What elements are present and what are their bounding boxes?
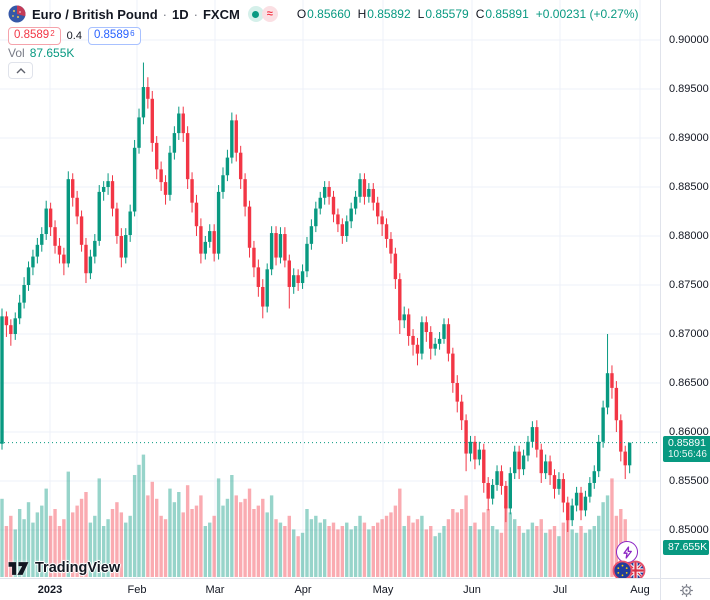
candlestick-chart (0, 0, 660, 578)
price-axis-label: 0.89000 (669, 132, 709, 144)
volume-indicator: Vol 87.655K (8, 46, 74, 60)
ask-price-button[interactable]: 0.8589 6 (87, 27, 141, 45)
time-axis-label: Aug (630, 584, 650, 596)
bid-ask-row: 0.8589 2 0.4 0.8589 6 (8, 27, 141, 45)
low-label: L (417, 7, 425, 21)
separator: · (193, 6, 198, 22)
bar-countdown: 10:56:46 (668, 448, 707, 460)
bid-price-sup: 2 (50, 29, 55, 38)
tradingview-logo-text: TradingView (35, 560, 121, 576)
chart-pane[interactable]: Euro / British Pound · 1D · FXCM ≈ O 0.85… (0, 0, 660, 578)
tradingview-logo[interactable]: TradingView (8, 560, 120, 576)
ask-price: 0.8589 (93, 29, 130, 41)
change-value: +0.00231 (+0.27%) (535, 7, 639, 21)
price-axis-label: 0.86000 (669, 426, 709, 438)
close-label: C (475, 7, 485, 21)
spread-value: 0.4 (66, 30, 82, 42)
market-status-pill[interactable]: ≈ (247, 6, 278, 22)
collapse-legend-button[interactable] (8, 62, 33, 79)
bid-price: 0.8589 (14, 29, 50, 41)
chevron-up-icon (16, 67, 25, 73)
time-axis-label: Mar (205, 584, 225, 596)
open-label: O (296, 7, 307, 21)
axis-settings-corner (660, 578, 710, 600)
symbol-title[interactable]: Euro / British Pound (32, 6, 158, 22)
bid-price-button[interactable]: 0.8589 2 (8, 27, 61, 45)
time-axis-label: Feb (127, 584, 147, 596)
price-axis-label: 0.88000 (669, 230, 709, 242)
time-axis-label: May (372, 584, 394, 596)
price-axis-label: 0.87000 (669, 328, 709, 340)
chart-legend: Euro / British Pound · 1D · FXCM ≈ O 0.85… (8, 5, 639, 79)
price-axis-label: 0.88500 (669, 181, 709, 193)
tradingview-logo-icon (8, 561, 29, 575)
price-axis-label: 0.90000 (669, 34, 709, 46)
separator: · (162, 6, 168, 22)
volume-value: 87.655K (29, 46, 75, 60)
time-axis-label: Apr (294, 584, 312, 596)
price-axis-label: 0.85500 (669, 475, 709, 487)
price-axis-label: 0.89500 (669, 83, 709, 95)
time-axis-label: Jul (552, 584, 568, 596)
symbol-header: Euro / British Pound · 1D · FXCM ≈ O 0.85… (8, 5, 639, 23)
time-axis-label: 2023 (37, 584, 63, 596)
lightning-bolt-icon (622, 545, 632, 559)
high-value: 0.85892 (367, 7, 411, 21)
eur-flag-icon (612, 560, 633, 578)
price-axis-label: 0.85000 (669, 524, 709, 536)
timeframe-label[interactable]: 1D (172, 6, 189, 22)
ohlc-readout: O 0.85660 H 0.85892 L 0.85579 C 0.85891 +0.0… (290, 7, 639, 21)
close-value: 0.85891 (485, 7, 529, 21)
symbol-flags-button[interactable] (612, 560, 646, 578)
settings-gear-icon[interactable] (679, 583, 694, 598)
ask-price-sup: 6 (130, 29, 135, 38)
market-open-dot-icon (247, 6, 264, 22)
time-axis-label: Jun (463, 584, 481, 596)
open-value: 0.85660 (307, 7, 351, 21)
price-axis[interactable]: 0.85891 10:56:46 87.655K 0.90000 0.89500 0… (660, 0, 710, 578)
volume-label: Vol (8, 46, 25, 60)
high-label: H (357, 7, 367, 21)
time-axis[interactable]: 2023 Feb Mar Apr May Jun Jul Aug (0, 578, 660, 600)
symbol-logo-icon (8, 5, 26, 23)
market-session-icon: ≈ (261, 6, 278, 22)
price-axis-label: 0.86500 (669, 377, 709, 389)
candles (0, 62, 632, 532)
exchange-label[interactable]: FXCM (202, 6, 240, 22)
price-axis-label: 0.87500 (669, 279, 709, 291)
volume-badge: 87.655K (663, 540, 709, 555)
current-price-badge: 0.85891 10:56:46 (663, 435, 710, 462)
volume-bars (0, 454, 632, 577)
current-price-value: 0.85891 (668, 436, 706, 449)
low-value: 0.85579 (425, 7, 469, 21)
